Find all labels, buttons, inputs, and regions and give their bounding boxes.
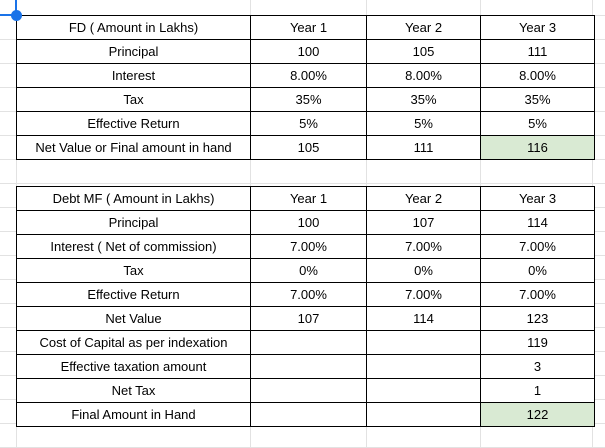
selection-fill-handle[interactable] — [11, 10, 22, 21]
debt-mf-table-title-cell[interactable]: Debt MF ( Amount in Lakhs) — [16, 186, 251, 211]
table-row: Net Tax 1 — [16, 378, 595, 403]
cell[interactable]: 3 — [480, 354, 595, 379]
cell[interactable]: 111 — [366, 135, 481, 160]
cell[interactable]: 107 — [366, 210, 481, 235]
table-row: Tax 35% 35% 35% — [16, 87, 595, 112]
cell[interactable]: 0% — [480, 258, 595, 283]
cell[interactable]: 7.00% — [480, 234, 595, 259]
cell[interactable]: 105 — [366, 39, 481, 64]
cell[interactable]: 0% — [366, 258, 481, 283]
header-cell-year3[interactable]: Year 3 — [480, 15, 595, 40]
cell[interactable]: 8.00% — [480, 63, 595, 88]
label-cell[interactable]: Cost of Capital as per indexation — [16, 330, 251, 355]
cell[interactable] — [250, 330, 367, 355]
cell[interactable]: 8.00% — [250, 63, 367, 88]
label-cell[interactable]: Interest ( Net of commission) — [16, 234, 251, 259]
cell[interactable]: 111 — [480, 39, 595, 64]
header-cell-year1[interactable]: Year 1 — [250, 186, 367, 211]
label-cell[interactable]: Effective Return — [16, 282, 251, 307]
cell[interactable]: 7.00% — [250, 282, 367, 307]
cell[interactable]: 7.00% — [480, 282, 595, 307]
cell[interactable]: 105 — [250, 135, 367, 160]
label-cell[interactable]: Net Value or Final amount in hand — [16, 135, 251, 160]
cell[interactable]: 1 — [480, 378, 595, 403]
table-row: Net Value 107 114 123 — [16, 306, 595, 331]
cell[interactable]: 35% — [366, 87, 481, 112]
cell[interactable]: 119 — [480, 330, 595, 355]
cell[interactable] — [250, 402, 367, 427]
debt-mf-table: Debt MF ( Amount in Lakhs) Year 1 Year 2… — [16, 186, 595, 427]
label-cell[interactable]: Tax — [16, 258, 251, 283]
table-row: Final Amount in Hand 122 — [16, 402, 595, 427]
table-row: FD ( Amount in Lakhs) Year 1 Year 2 Year… — [16, 15, 595, 40]
label-cell[interactable]: Effective Return — [16, 111, 251, 136]
label-cell[interactable]: Net Tax — [16, 378, 251, 403]
cell[interactable]: 107 — [250, 306, 367, 331]
table-row: Cost of Capital as per indexation 119 — [16, 330, 595, 355]
table-row: Effective taxation amount 3 — [16, 354, 595, 379]
label-cell[interactable]: Interest — [16, 63, 251, 88]
header-cell-year3[interactable]: Year 3 — [480, 186, 595, 211]
cell[interactable]: 100 — [250, 39, 367, 64]
cell[interactable]: 7.00% — [250, 234, 367, 259]
label-cell[interactable]: Effective taxation amount — [16, 354, 251, 379]
cell[interactable]: 35% — [480, 87, 595, 112]
fd-table: FD ( Amount in Lakhs) Year 1 Year 2 Year… — [16, 15, 595, 160]
cell[interactable]: 5% — [480, 111, 595, 136]
table-row: Net Value or Final amount in hand 105 11… — [16, 135, 595, 160]
cell[interactable] — [250, 378, 367, 403]
cell[interactable]: 7.00% — [366, 234, 481, 259]
cell[interactable]: 114 — [366, 306, 481, 331]
cell[interactable] — [366, 378, 481, 403]
cell[interactable]: 114 — [480, 210, 595, 235]
cell[interactable] — [366, 402, 481, 427]
cell[interactable]: 8.00% — [366, 63, 481, 88]
cell[interactable] — [250, 354, 367, 379]
header-cell-year2[interactable]: Year 2 — [366, 15, 481, 40]
label-cell[interactable]: Final Amount in Hand — [16, 402, 251, 427]
cell[interactable]: 123 — [480, 306, 595, 331]
cell[interactable]: 0% — [250, 258, 367, 283]
table-row: Interest ( Net of commission) 7.00% 7.00… — [16, 234, 595, 259]
table-row: Tax 0% 0% 0% — [16, 258, 595, 283]
fd-table-title-cell[interactable]: FD ( Amount in Lakhs) — [16, 15, 251, 40]
table-row: Debt MF ( Amount in Lakhs) Year 1 Year 2… — [16, 186, 595, 211]
header-cell-year1[interactable]: Year 1 — [250, 15, 367, 40]
label-cell[interactable]: Tax — [16, 87, 251, 112]
highlighted-cell[interactable]: 122 — [480, 402, 595, 427]
table-row: Principal 100 105 111 — [16, 39, 595, 64]
header-cell-year2[interactable]: Year 2 — [366, 186, 481, 211]
cell[interactable] — [366, 354, 481, 379]
cell[interactable]: 7.00% — [366, 282, 481, 307]
highlighted-cell[interactable]: 116 — [480, 135, 595, 160]
selection-border-horizontal — [0, 14, 16, 16]
cell[interactable] — [366, 330, 481, 355]
table-row: Principal 100 107 114 — [16, 210, 595, 235]
cell[interactable]: 100 — [250, 210, 367, 235]
cell[interactable]: 35% — [250, 87, 367, 112]
table-row: Effective Return 7.00% 7.00% 7.00% — [16, 282, 595, 307]
cell[interactable]: 5% — [366, 111, 481, 136]
cell[interactable]: 5% — [250, 111, 367, 136]
selection-border-vertical — [15, 0, 17, 15]
label-cell[interactable]: Principal — [16, 210, 251, 235]
table-row: Interest 8.00% 8.00% 8.00% — [16, 63, 595, 88]
label-cell[interactable]: Net Value — [16, 306, 251, 331]
table-row: Effective Return 5% 5% 5% — [16, 111, 595, 136]
label-cell[interactable]: Principal — [16, 39, 251, 64]
